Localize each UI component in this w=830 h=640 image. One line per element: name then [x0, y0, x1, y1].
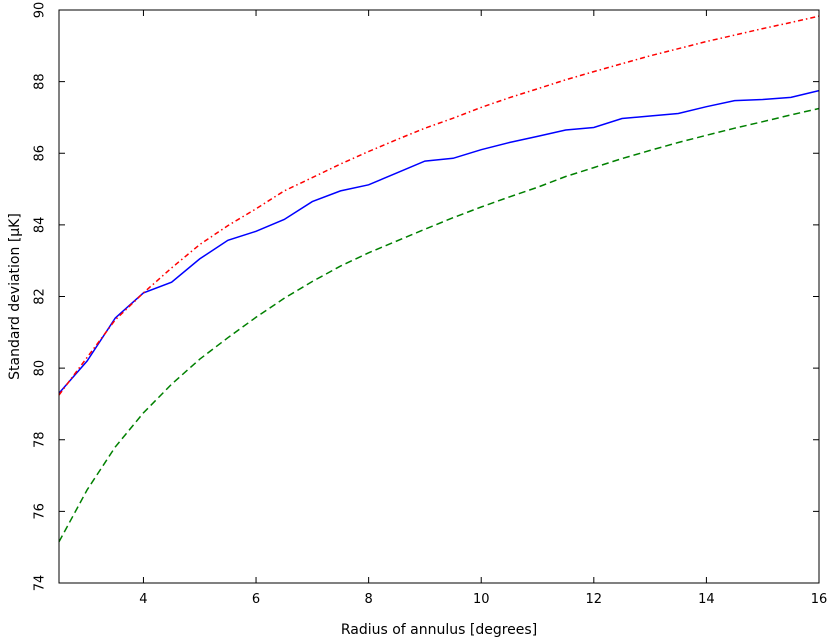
y-tick-label: 74: [33, 575, 48, 592]
y-tick-label: 80: [33, 360, 48, 377]
x-tick-label: 14: [698, 592, 715, 607]
x-tick-label: 16: [811, 592, 828, 607]
series-line-dashed: [58, 107, 820, 543]
y-tick-label: 86: [33, 145, 48, 162]
x-axis-label: Radius of annulus [degrees]: [341, 622, 537, 638]
series-layer: [58, 15, 820, 543]
series-line-dashdot: [58, 15, 820, 396]
y-tick-label: 90: [33, 2, 48, 19]
plot-frame: [58, 9, 820, 584]
x-tick-label: 6: [252, 592, 260, 607]
y-tick-label: 82: [33, 288, 48, 305]
x-tick-label: 8: [364, 592, 372, 607]
x-tick-label: 10: [473, 592, 490, 607]
y-axis-label: Standard deviation [μK]: [7, 213, 23, 380]
y-tick-label: 78: [33, 431, 48, 448]
y-tick-label: 76: [33, 503, 48, 520]
x-tick-label: 12: [586, 592, 603, 607]
series-line-solid: [58, 89, 820, 394]
y-tick-label: 84: [33, 217, 48, 234]
y-tick-label: 88: [33, 73, 48, 90]
x-tick-label: 4: [139, 592, 147, 607]
